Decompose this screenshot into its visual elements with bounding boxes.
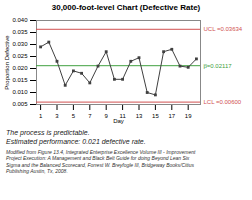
html-text:Publishing Austin, Tx, 2008.: Publishing Austin, Tx, 2008. [6, 167, 68, 174]
html-text:The process is predictable.: The process is predictable. [6, 129, 90, 136]
html-text:30,000-foot-level Chart (Defec: 30,000-foot-level Chart (Defective Rate) [51, 3, 201, 12]
svg-text:9: 9 [105, 113, 109, 119]
svg-text:0.020: 0.020 [12, 65, 28, 71]
svg-text:13: 13 [136, 113, 143, 119]
svg-text:15: 15 [152, 113, 159, 119]
svg-text:p̅=0.02117: p̅=0.02117 [203, 63, 232, 69]
svg-text:Proportion Defective: Proportion Defective [4, 35, 10, 90]
svg-text:11: 11 [119, 112, 126, 119]
svg-text:0.005: 0.005 [12, 101, 28, 107]
svg-text:0.015: 0.015 [12, 77, 28, 83]
html-text:Project Execution: A Managemen: Project Execution: A Management and Blac… [6, 155, 190, 162]
svg-text:1: 1 [39, 113, 43, 119]
svg-text:0.025: 0.025 [12, 53, 28, 59]
svg-text:Day: Day [113, 118, 124, 124]
svg-text:0.030: 0.030 [12, 41, 28, 47]
svg-text:0.035: 0.035 [12, 29, 28, 35]
svg-text:19: 19 [185, 113, 192, 119]
svg-text:LCL =0.00600: LCL =0.00600 [204, 99, 242, 105]
svg-text:0.040: 0.040 [12, 17, 28, 23]
svg-text:7: 7 [88, 113, 92, 119]
html-text:Modified from Figure 13.4, Int: Modified from Figure 13.4, Integrated En… [6, 149, 196, 155]
html-text:Estimated performance: 0.021 d: Estimated performance: 0.021 defective r… [6, 138, 146, 145]
svg-text:17: 17 [168, 113, 175, 119]
svg-text:0.010: 0.010 [12, 89, 28, 95]
svg-text:3: 3 [55, 113, 59, 119]
html-text:Sigma and the Balanced Scoreca: Sigma and the Balanced Scorecard, Forres… [6, 161, 194, 168]
svg-text:5: 5 [72, 113, 76, 119]
svg-text:UCL =0.03634: UCL =0.03634 [204, 26, 243, 32]
